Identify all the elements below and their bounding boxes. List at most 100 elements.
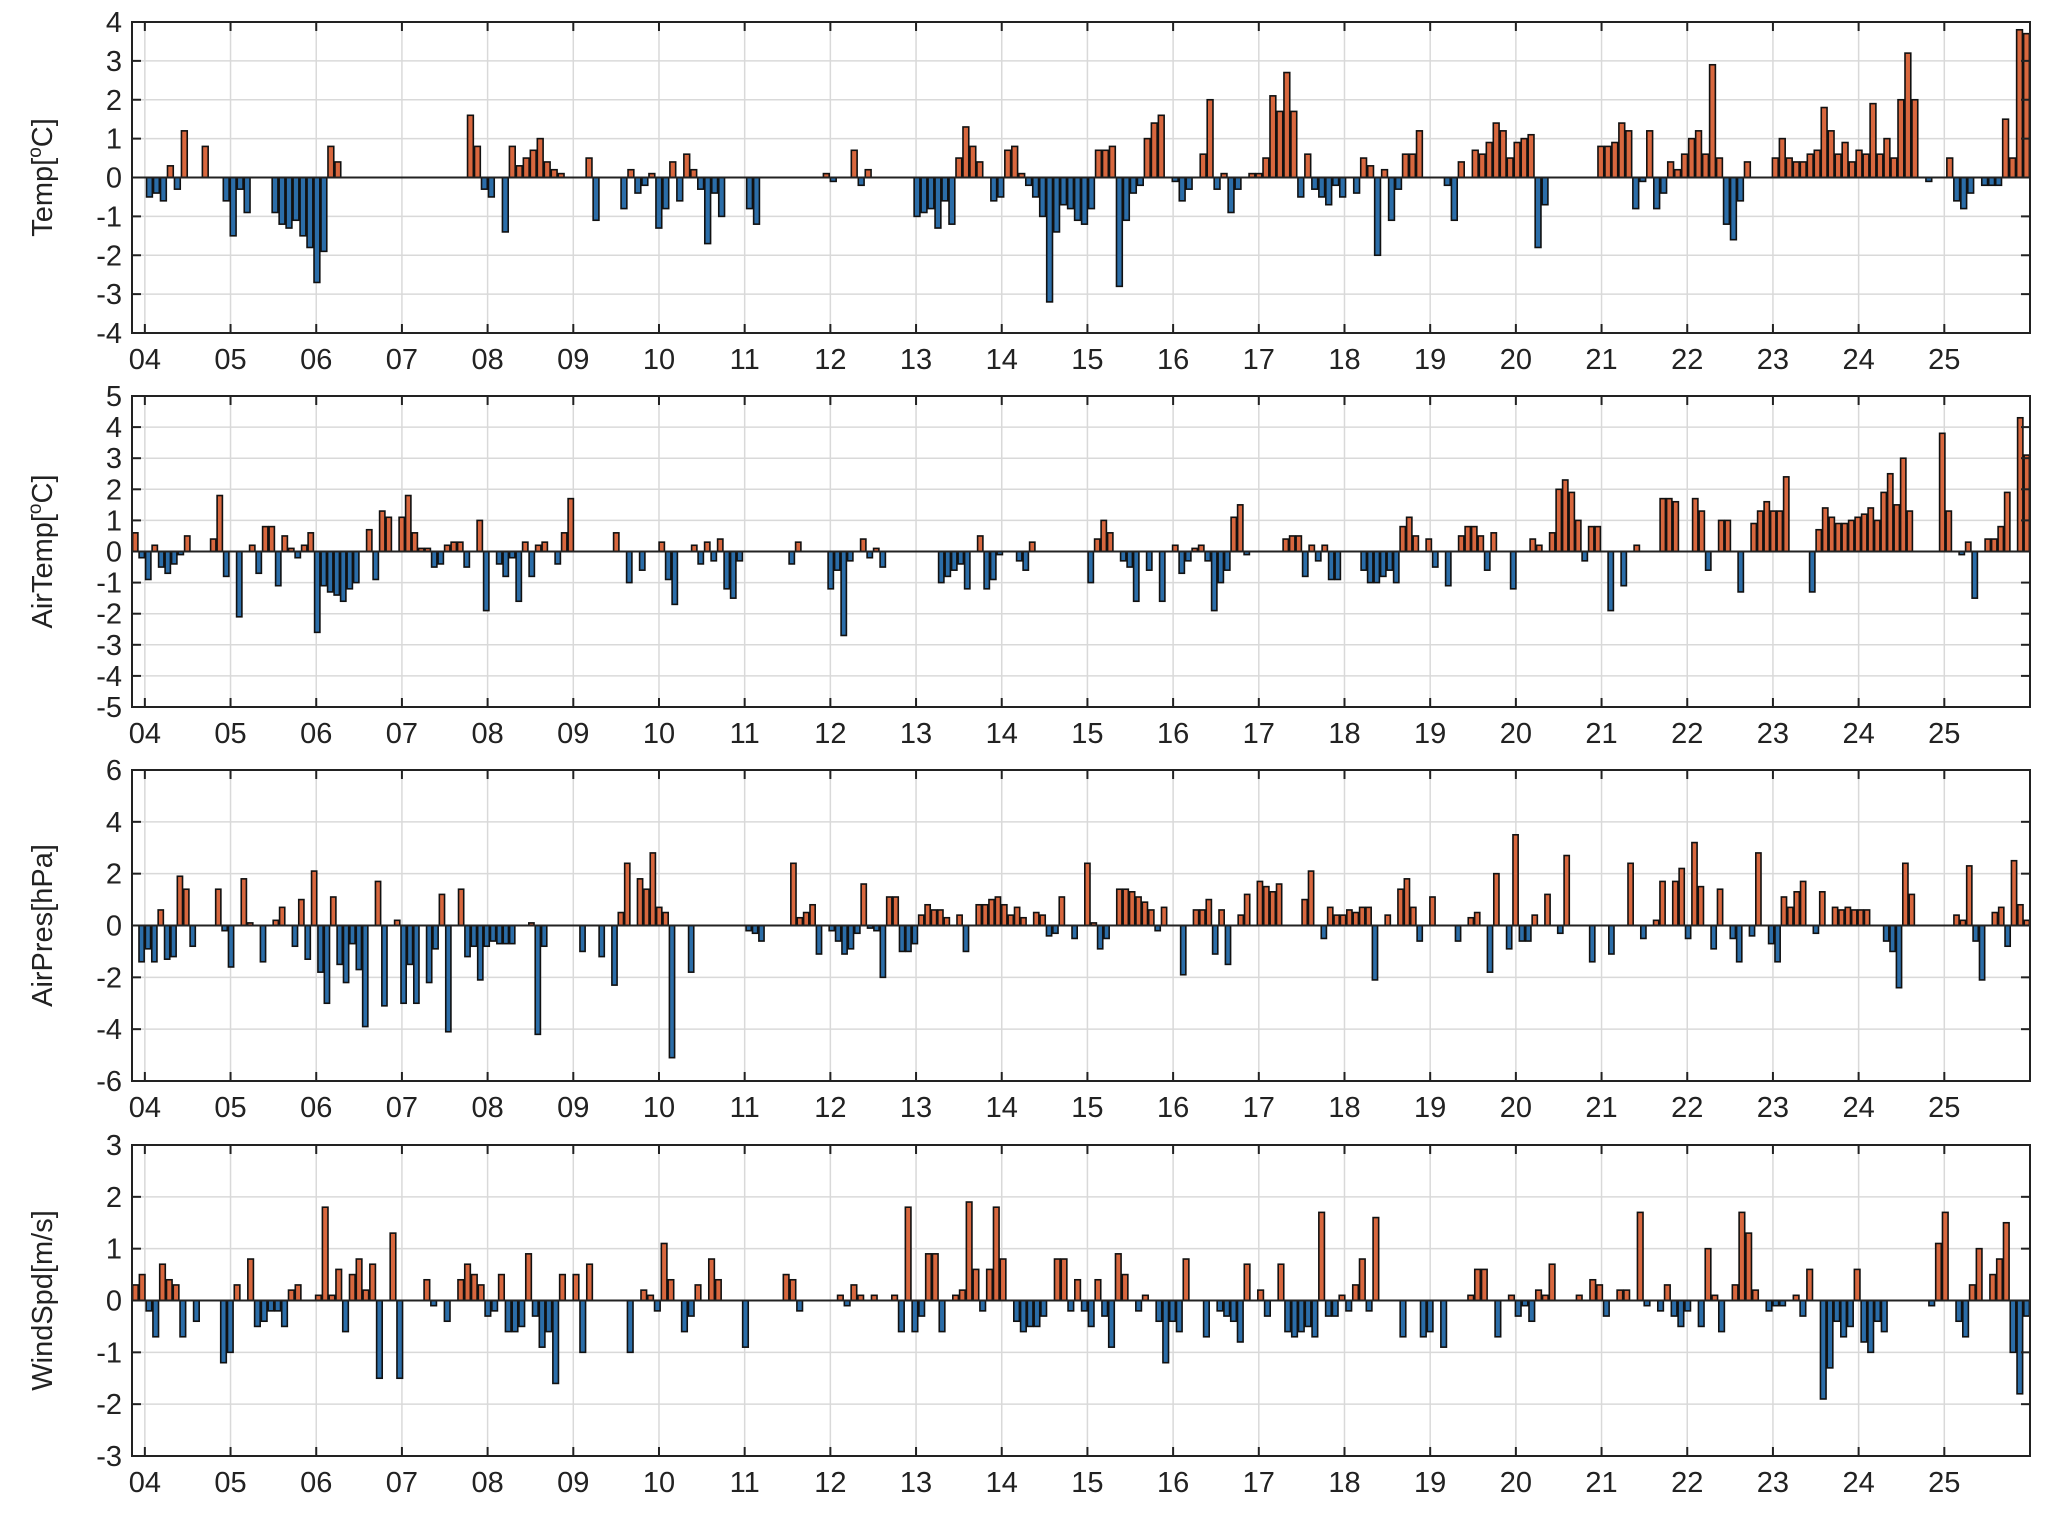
bar-positive: [1890, 157, 1898, 179]
bar-negative: [1955, 1299, 1963, 1323]
bar-negative: [1556, 924, 1564, 935]
bar-negative: [626, 1299, 634, 1354]
bar-negative: [349, 924, 356, 945]
bar-negative: [745, 176, 754, 210]
bar-positive: [660, 1242, 668, 1302]
bar-positive: [1697, 885, 1705, 927]
bar-negative: [504, 1299, 512, 1333]
bar-negative: [833, 550, 841, 571]
bar-negative: [534, 924, 542, 1036]
x-tick-label: 19: [1414, 1467, 1446, 1499]
bar-negative: [1126, 550, 1134, 568]
bar-negative: [381, 924, 388, 1007]
bar-negative: [1332, 176, 1340, 187]
bar-negative: [1210, 550, 1218, 612]
bar-negative: [1073, 176, 1082, 222]
bar-negative: [847, 924, 855, 950]
bar-positive: [683, 153, 691, 179]
x-tick-label: 20: [1500, 718, 1532, 750]
x-tick-label: 14: [986, 344, 1018, 376]
bar-positive: [327, 145, 335, 179]
bar-negative: [425, 924, 433, 984]
bar-positive: [287, 1289, 295, 1302]
bar-negative: [948, 176, 956, 225]
bar-negative: [905, 924, 912, 953]
x-tick-label: 18: [1328, 1467, 1360, 1499]
bar-positive: [1218, 909, 1225, 927]
bar-positive: [1269, 891, 1277, 927]
y-axis-label: AirTemp[oC]: [25, 475, 59, 629]
bar-negative: [483, 924, 491, 948]
bar-positive: [794, 541, 802, 553]
bar-positive: [860, 883, 868, 927]
bar-positive: [522, 157, 530, 179]
bar-positive: [1060, 1258, 1068, 1302]
bar-negative: [396, 1299, 404, 1380]
bar-positive: [1555, 488, 1563, 553]
bar-positive: [1304, 153, 1312, 179]
bar-positive: [1339, 914, 1347, 927]
bar-negative: [990, 176, 998, 202]
bar-negative: [997, 176, 1005, 198]
bar-negative: [662, 176, 670, 210]
bar-positive: [1531, 914, 1539, 927]
bar-positive: [1276, 110, 1284, 179]
bar-positive: [473, 145, 482, 179]
bar-negative: [1994, 176, 2003, 187]
bar-negative: [1204, 550, 1212, 562]
x-tick-label: 12: [814, 1467, 846, 1499]
bar-positive: [924, 1253, 933, 1302]
bar-negative: [1158, 550, 1166, 603]
bar-positive: [1844, 906, 1852, 927]
bar-negative: [1632, 176, 1640, 210]
bar-positive: [1058, 896, 1066, 927]
y-tick-label: 4: [106, 807, 122, 839]
bar-negative: [320, 176, 328, 253]
bar-positive: [1230, 516, 1238, 553]
x-tick-label: 07: [386, 1092, 418, 1124]
bar-positive: [378, 510, 386, 553]
bar-negative: [1431, 550, 1439, 568]
bar-positive: [1492, 122, 1500, 179]
bar-positive: [278, 906, 286, 927]
bar-positive: [438, 893, 446, 927]
bar-positive: [985, 1268, 994, 1302]
bar-positive: [1147, 909, 1155, 927]
x-tick-label: 25: [1928, 1092, 1960, 1124]
bar-positive: [456, 541, 464, 553]
bar-positive: [1899, 457, 1907, 553]
bar-negative: [1290, 1299, 1299, 1338]
bar-negative: [1155, 1299, 1163, 1323]
x-tick-label: 09: [557, 1092, 589, 1124]
bar-negative: [157, 550, 165, 568]
bar-negative: [1518, 924, 1526, 942]
bar-positive: [1020, 916, 1027, 927]
bar-positive: [1405, 516, 1413, 553]
bar-positive: [463, 1263, 472, 1302]
bar-positive: [1301, 898, 1309, 927]
bar-positive: [1792, 161, 1800, 179]
bar-positive: [281, 535, 289, 553]
x-tick-label: 18: [1328, 344, 1360, 376]
bar-negative: [173, 176, 182, 190]
bar-negative: [1514, 1299, 1522, 1317]
bar-positive: [1346, 909, 1353, 927]
bar-negative: [1541, 176, 1549, 206]
bar-negative: [1528, 1299, 1536, 1323]
y-tick-label: 0: [106, 911, 122, 943]
bar-negative: [152, 1299, 160, 1338]
bar-negative: [152, 176, 161, 194]
bar-negative: [545, 1299, 553, 1333]
bar-positive: [385, 516, 393, 553]
bar-positive: [1820, 106, 1828, 179]
bar-positive: [958, 1289, 966, 1302]
bar-positive: [1886, 472, 1894, 553]
bar-negative: [1736, 176, 1745, 202]
bar-negative: [1748, 924, 1756, 937]
bar-negative: [1677, 1299, 1685, 1328]
bar-negative: [710, 550, 718, 562]
bar-positive: [209, 538, 217, 553]
bar-positive: [1847, 519, 1855, 553]
x-tick-label: 19: [1414, 718, 1446, 750]
bar-negative: [443, 1299, 451, 1323]
